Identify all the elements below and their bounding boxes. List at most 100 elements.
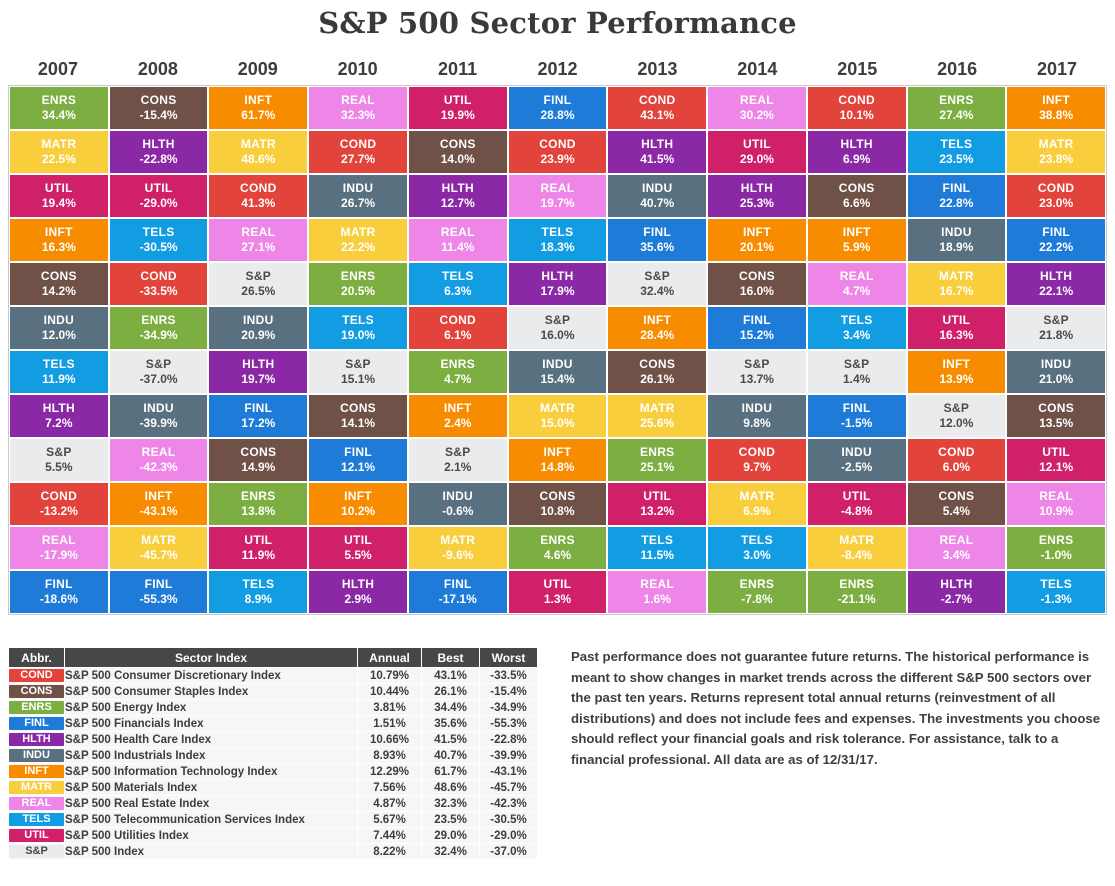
sector-abbr: TELS bbox=[940, 137, 973, 151]
sector-return: 2.9% bbox=[344, 592, 372, 606]
sector-return: 19.7% bbox=[241, 372, 276, 386]
sector-index-name: S&P 500 Index bbox=[64, 843, 358, 860]
sector-cell: CONS -15.4% bbox=[108, 86, 209, 130]
sector-cell: COND 6.0% bbox=[906, 438, 1007, 482]
sector-cell: INDU 18.9% bbox=[906, 218, 1007, 262]
sector-abbr: S&P bbox=[943, 401, 970, 415]
sector-return: 10.2% bbox=[341, 504, 376, 518]
sector-return: 19.9% bbox=[440, 108, 475, 122]
sector-abbr: REAL bbox=[1039, 489, 1074, 503]
sector-abbr: INDU bbox=[1040, 357, 1072, 371]
sector-abbr: INDU bbox=[741, 401, 773, 415]
sector-cell: S&P 5.5% bbox=[9, 438, 109, 482]
sector-return: 1.4% bbox=[842, 372, 871, 386]
sector-abbr: COND bbox=[339, 137, 377, 151]
sector-abbr: ENRS bbox=[241, 489, 276, 503]
sector-return: 23.8% bbox=[1039, 152, 1074, 166]
sector-cell: ENRS -34.9% bbox=[108, 306, 209, 350]
sector-abbr: TELS bbox=[541, 225, 574, 239]
sector-return: 30.2% bbox=[739, 108, 774, 122]
sector-abbr: MATR bbox=[1038, 137, 1074, 151]
best-return: 32.3% bbox=[421, 795, 480, 812]
sector-return: 3.4% bbox=[942, 548, 971, 562]
abbr-cell: HLTH bbox=[8, 731, 65, 748]
sector-return: 12.0% bbox=[939, 416, 974, 430]
sector-return: 15.0% bbox=[540, 416, 575, 430]
sector-abbr: REAL bbox=[341, 93, 375, 107]
sector-cell: UTIL -29.0% bbox=[108, 174, 209, 218]
sector-cell: UTIL 13.2% bbox=[607, 482, 708, 526]
sector-abbr: UTIL bbox=[1042, 445, 1071, 459]
sector-abbr: FINL bbox=[743, 313, 771, 327]
sector-return: -9.6% bbox=[442, 548, 474, 562]
sector-abbr: INDU bbox=[542, 357, 573, 371]
sector-return: -0.6% bbox=[442, 504, 474, 518]
year-header: 2016 bbox=[937, 59, 978, 79]
sector-cell: COND 27.7% bbox=[308, 130, 408, 174]
sector-return: 27.1% bbox=[241, 240, 276, 254]
sector-cell: S&P 1.4% bbox=[806, 350, 907, 394]
sector-cell: TELS -1.3% bbox=[1006, 570, 1106, 614]
column-header-abbr: Abbr. bbox=[8, 647, 65, 668]
infographic: S&P 500 Sector Performance 2007 2008 2009 2… bbox=[0, 6, 1115, 860]
sector-return: 5.4% bbox=[942, 504, 971, 518]
sector-return: -17.9% bbox=[39, 548, 78, 562]
sector-cell: INFT 13.9% bbox=[906, 350, 1007, 394]
sector-abbr: HLTH bbox=[42, 401, 76, 415]
sector-return: 28.4% bbox=[640, 328, 675, 342]
sector-cell: MATR -8.4% bbox=[806, 526, 907, 570]
sector-abbr: INDU bbox=[941, 225, 972, 239]
sector-cell: CONS 14.1% bbox=[308, 394, 408, 438]
sector-return: 5.9% bbox=[842, 240, 871, 254]
abbr-chip: FINL bbox=[9, 717, 64, 730]
sector-cell: TELS 11.9% bbox=[9, 350, 109, 394]
table-row: COND S&P 500 Consumer Discretionary Index… bbox=[8, 667, 538, 684]
sector-cell: REAL -17.9% bbox=[9, 526, 109, 570]
sector-return: 3.0% bbox=[743, 548, 771, 562]
year-header-row: 2007 2008 2009 2010 2011 2012 2013 2014 2015 2016… bbox=[8, 57, 1107, 85]
legend-header-row: Abbr. Sector Index Annual Best Worst bbox=[8, 647, 538, 668]
sector-return: 7.2% bbox=[45, 416, 73, 430]
sector-abbr: UTIL bbox=[344, 533, 372, 547]
sector-abbr: HLTH bbox=[641, 137, 674, 151]
sector-abbr: S&P bbox=[245, 269, 272, 283]
sector-abbr: S&P bbox=[345, 357, 371, 371]
performance-grid: ENRS 34.4% MATR 22.5% UTIL 19.4% INFT 16.3% CONS… bbox=[9, 86, 1106, 614]
sector-cell: MATR -45.7% bbox=[108, 526, 209, 570]
sector-abbr: INFT bbox=[543, 445, 572, 459]
sector-abbr: HLTH bbox=[341, 577, 375, 591]
abbr-chip: UTIL bbox=[9, 829, 64, 842]
sector-cell: COND 6.1% bbox=[407, 306, 508, 350]
worst-return: -39.9% bbox=[479, 747, 538, 764]
sector-cell: COND 43.1% bbox=[607, 86, 708, 130]
year-header: 2008 bbox=[137, 59, 178, 79]
sector-abbr: FINL bbox=[643, 225, 672, 239]
sector-index-name: S&P 500 Consumer Discretionary Index bbox=[64, 667, 358, 684]
sector-abbr: COND bbox=[539, 137, 576, 151]
sector-return: 43.1% bbox=[640, 108, 675, 122]
sector-abbr: TELS bbox=[641, 533, 674, 547]
sector-cell: INDU 9.8% bbox=[707, 394, 807, 438]
sector-abbr: TELS bbox=[1040, 577, 1073, 591]
sector-return: 10.9% bbox=[1039, 504, 1074, 518]
sector-cell: TELS 19.0% bbox=[308, 306, 408, 350]
worst-return: -29.0% bbox=[479, 827, 538, 844]
sector-return: 22.5% bbox=[41, 152, 76, 166]
sector-cell: S&P 21.8% bbox=[1006, 306, 1106, 350]
sector-return: 16.0% bbox=[540, 328, 575, 342]
annual-return: 10.66% bbox=[357, 731, 422, 748]
sector-abbr: UTIL bbox=[942, 313, 971, 327]
sector-cell: REAL 10.9% bbox=[1006, 482, 1106, 526]
sector-cell: INDU -39.9% bbox=[108, 394, 209, 438]
sector-abbr: INDU bbox=[442, 489, 474, 503]
sector-return: 13.2% bbox=[640, 504, 675, 518]
sector-return: 6.9% bbox=[842, 152, 871, 166]
sector-cell: UTIL 1.3% bbox=[507, 570, 608, 614]
sector-return: 11.5% bbox=[640, 548, 674, 562]
sector-cell: TELS 18.3% bbox=[507, 218, 608, 262]
sector-cell: CONS 14.9% bbox=[208, 438, 309, 482]
sector-abbr: CONS bbox=[240, 445, 277, 459]
sector-cell: HLTH 2.9% bbox=[308, 570, 408, 614]
best-return: 32.4% bbox=[421, 843, 480, 860]
sector-cell: HLTH 25.3% bbox=[707, 174, 807, 218]
